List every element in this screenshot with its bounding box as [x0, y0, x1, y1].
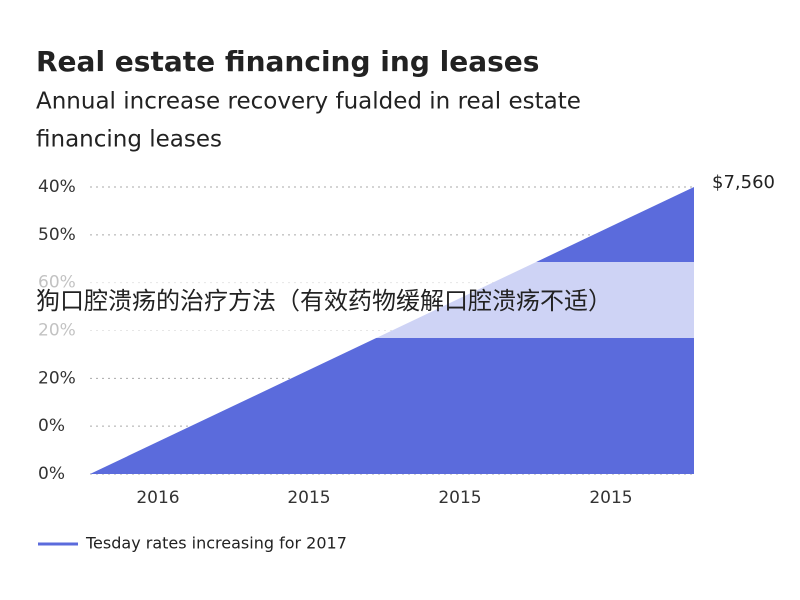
x-tick-label: 2015 — [589, 488, 632, 508]
y-tick-label: 40% — [38, 177, 76, 197]
legend-label: Tesday rates increasing for 2017 — [85, 534, 347, 553]
y-tick-label: 50% — [38, 225, 76, 245]
x-tick-label: 2016 — [136, 488, 179, 508]
annotation: $7,560 — [712, 172, 775, 193]
chart-title: Real estate financing ing leases — [36, 45, 539, 78]
x-tick-label: 2015 — [438, 488, 481, 508]
chart-subtitle: financing leases — [36, 127, 222, 153]
x-tick-label: 2015 — [287, 488, 330, 508]
y-tick-label: 0% — [38, 416, 65, 436]
overlay-band — [0, 262, 695, 338]
overlay-text: 狗口腔溃疡的治疗方法（有效药物缓解口腔溃疡不适） — [36, 287, 612, 315]
chart-subtitle: Annual increase recovery fualded in real… — [36, 89, 581, 115]
y-tick-label: 20% — [38, 368, 76, 388]
y-tick-label: 0% — [38, 464, 65, 484]
